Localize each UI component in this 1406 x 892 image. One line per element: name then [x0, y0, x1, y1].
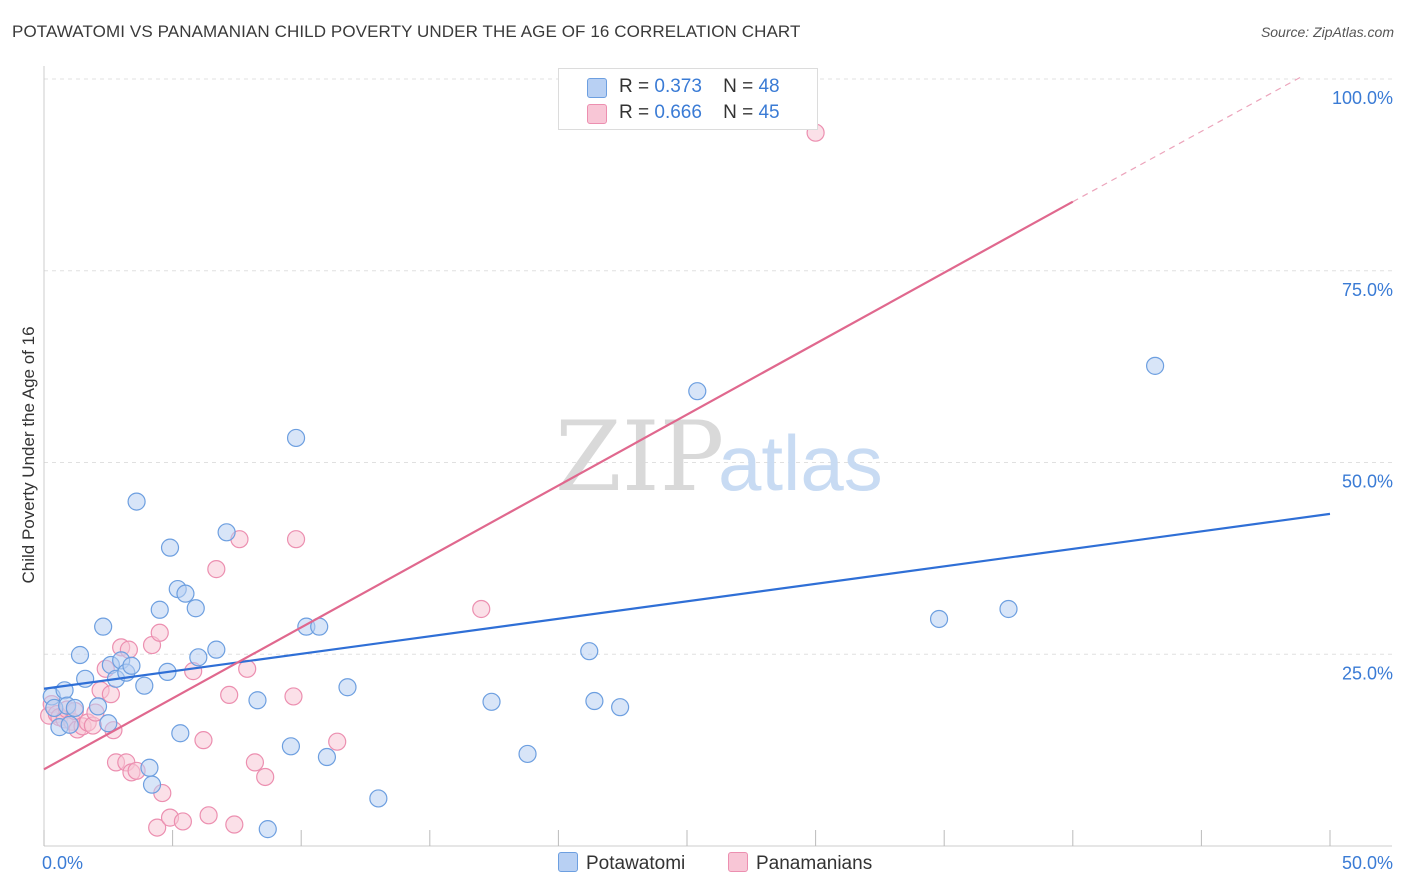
panamanians-point: [173, 812, 192, 831]
panamanians-point: [101, 685, 120, 704]
watermark-zip: ZIP: [555, 401, 724, 513]
potawatomi-point: [127, 492, 146, 511]
trend-lines: [43, 74, 1331, 771]
legend: R = 0.373 N = 48 R = 0.666 N = 45: [558, 68, 818, 130]
panamanians-point: [220, 685, 239, 705]
potawatomi-point: [60, 715, 79, 734]
legend-swatch-blue: [587, 78, 607, 98]
panamanians-trend-line: [43, 200, 1074, 771]
panamanians-point: [328, 732, 347, 751]
legend-r-value: 0.666: [654, 102, 702, 123]
potawatomi-point: [1146, 356, 1165, 375]
potawatomi-point: [70, 645, 90, 665]
potawatomi-point: [94, 617, 113, 636]
bottom-legend-label: Potawatomi: [586, 853, 686, 874]
bottom-legend-potawatomi: Potawatomi: [558, 852, 685, 875]
bottom-legend-swatch-blue: [558, 852, 578, 872]
y-tick-label: 75.0%: [1342, 280, 1393, 300]
potawatomi-point: [171, 724, 190, 743]
potawatomi-point: [88, 697, 108, 716]
legend-r-value: 0.373: [654, 76, 702, 97]
x-tick-label: 50.0%: [1342, 853, 1393, 873]
y-axis-label: Child Poverty Under the Age of 16: [19, 326, 38, 583]
bottom-legend-swatch-pink: [728, 852, 748, 872]
bottom-legend-panamanians: Panamanians: [728, 852, 872, 875]
potawatomi-point: [518, 744, 537, 764]
potawatomi-point: [338, 678, 357, 697]
panamanians-point: [256, 767, 275, 787]
potawatomi-point: [585, 691, 604, 711]
potawatomi-point: [217, 523, 236, 542]
chart-title: POTAWATOMI VS PANAMANIAN CHILD POVERTY U…: [12, 22, 801, 41]
panamanians-point: [472, 599, 491, 619]
potawatomi-point: [207, 640, 226, 659]
potawatomi-point: [929, 609, 949, 629]
potawatomi-point: [611, 698, 630, 717]
potawatomi-point: [688, 382, 707, 401]
y-tick-label: 50.0%: [1342, 472, 1393, 492]
potawatomi-points: [42, 356, 1165, 839]
potawatomi-point: [65, 698, 84, 718]
source-label: Source: ZipAtlas.com: [1260, 24, 1394, 40]
potawatomi-point: [135, 676, 154, 695]
potawatomi-trend-line: [43, 512, 1331, 690]
potawatomi-point: [999, 599, 1018, 619]
legend-swatch-pink: [587, 104, 607, 124]
panamanians-point: [148, 818, 167, 837]
potawatomi-point: [150, 600, 169, 619]
panamanians-point: [286, 530, 306, 549]
potawatomi-point: [99, 714, 118, 733]
axis-ticks: 25.0% 50.0% 75.0% 100.0% 0.0% 50.0%: [42, 88, 1393, 873]
panamanians-point: [150, 623, 169, 642]
potawatomi-point: [122, 656, 141, 675]
potawatomi-point: [281, 737, 301, 756]
potawatomi-point: [317, 747, 337, 767]
legend-n-label: N =: [723, 76, 754, 97]
panamanians-point: [199, 806, 218, 825]
watermark-atlas: atlas: [718, 419, 883, 507]
potawatomi-point: [189, 648, 208, 667]
potawatomi-point: [482, 692, 501, 711]
x-tick-label: 0.0%: [42, 853, 83, 873]
potawatomi-point: [140, 758, 159, 777]
legend-n-value: 48: [758, 76, 780, 97]
legend-n-label: N =: [723, 102, 754, 123]
legend-n-value: 45: [758, 102, 780, 123]
panamanians-point: [194, 731, 213, 750]
panamanians-trend-extension: [1072, 74, 1305, 203]
panamanians-point: [284, 687, 303, 706]
potawatomi-point: [258, 820, 277, 839]
y-tick-label: 100.0%: [1332, 88, 1393, 108]
potawatomi-point: [142, 775, 162, 794]
potawatomi-point: [176, 584, 195, 603]
potawatomi-point: [286, 428, 306, 448]
panamanians-point: [245, 753, 265, 772]
potawatomi-point: [186, 599, 205, 618]
y-tick-label: 25.0%: [1342, 663, 1393, 683]
legend-r-label: R =: [619, 76, 650, 97]
bottom-legend-label: Panamanians: [756, 853, 873, 874]
panamanians-point: [207, 560, 226, 579]
grid-lines: [44, 78, 1392, 655]
potawatomi-point: [369, 789, 388, 808]
panamanians-point: [225, 815, 244, 834]
potawatomi-point: [160, 538, 180, 557]
potawatomi-point: [248, 691, 267, 710]
potawatomi-point: [580, 642, 599, 661]
legend-r-label: R =: [619, 102, 650, 123]
watermark: ZIP atlas: [555, 401, 883, 513]
